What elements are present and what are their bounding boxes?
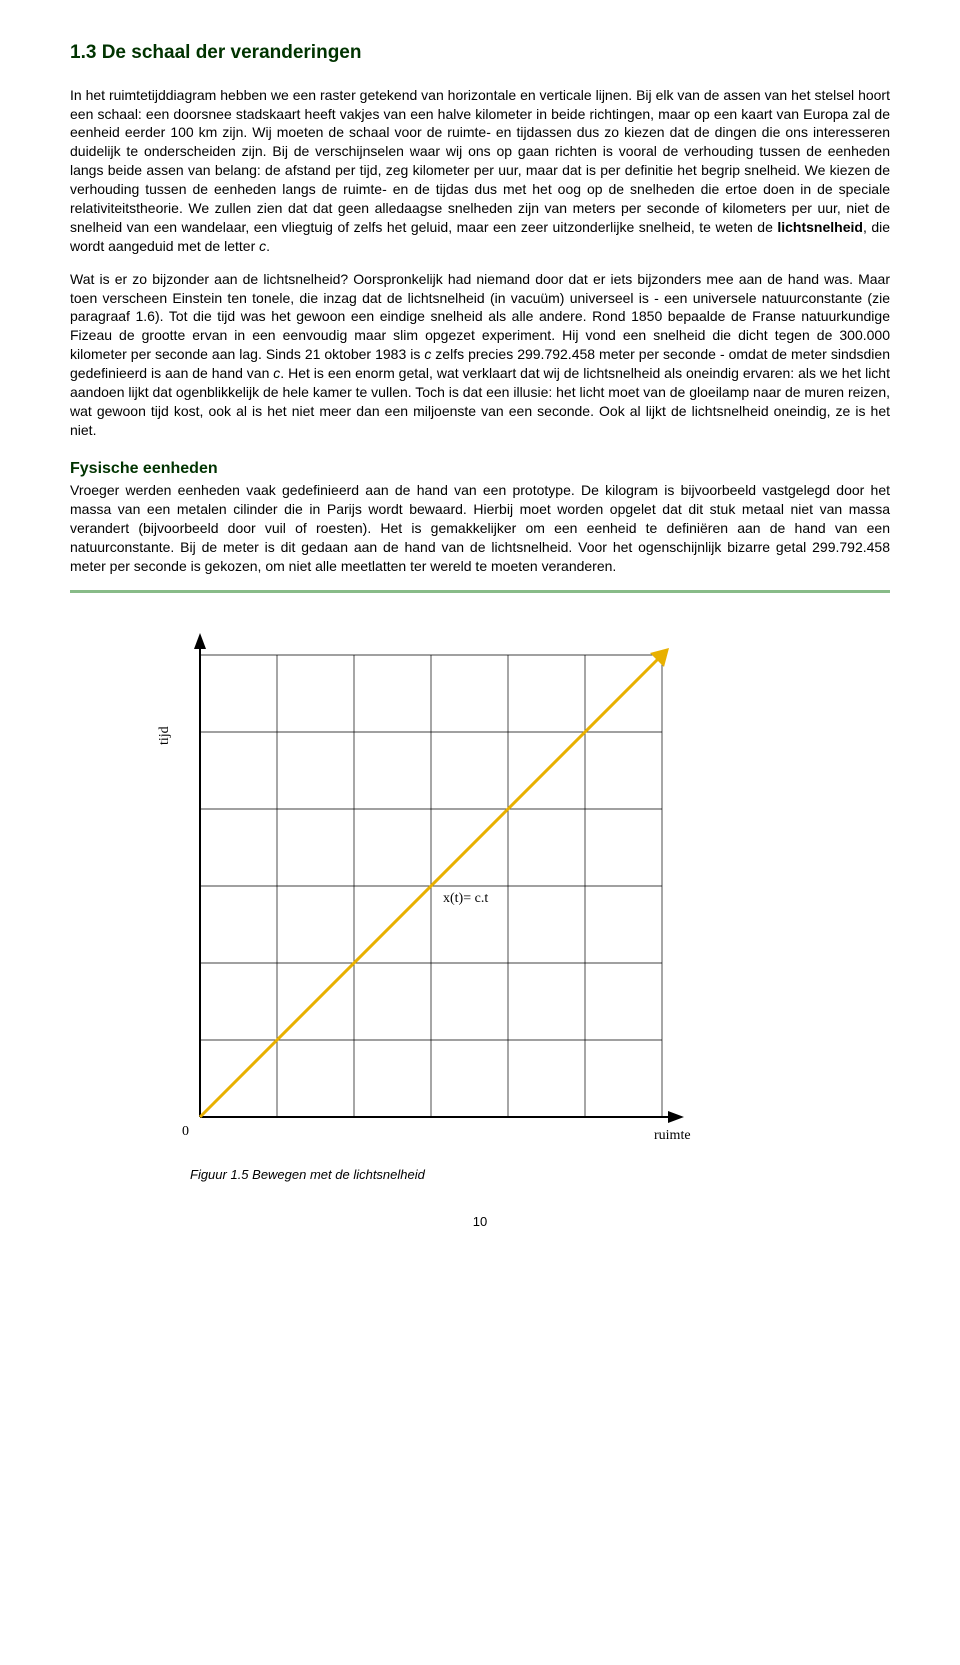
figure-1-5: tijd ruimte 0 x(t)= c.t Figuur 1.5 Bewegen … [70, 617, 890, 1183]
paragraph-1: In het ruimtetijddiagram hebben we een r… [70, 86, 890, 256]
section-heading: 1.3 De schaal der veranderingen [70, 40, 890, 66]
page-number: 10 [70, 1213, 890, 1231]
spacetime-diagram: tijd ruimte 0 x(t)= c.t [70, 617, 770, 1157]
section-divider [70, 590, 890, 593]
term-lichtsnelheid: lichtsnelheid [777, 219, 863, 235]
sub-heading: Fysische eenheden [70, 458, 890, 480]
y-axis-label: tijd [157, 726, 172, 745]
paragraph-2: Wat is er zo bijzonder aan de lichtsnelh… [70, 270, 890, 440]
line-equation-label: x(t)= c.t [443, 891, 488, 906]
paragraph-3: Vroeger werden eenheden vaak gedefinieer… [70, 481, 890, 575]
paragraph-1-end: . [266, 238, 270, 254]
paragraph-1-main: In het ruimtetijddiagram hebben we een r… [70, 87, 890, 235]
origin-label: 0 [182, 1124, 189, 1139]
x-axis-label: ruimte [654, 1128, 691, 1143]
figure-caption: Figuur 1.5 Bewegen met de lichtsnelheid [190, 1166, 890, 1184]
